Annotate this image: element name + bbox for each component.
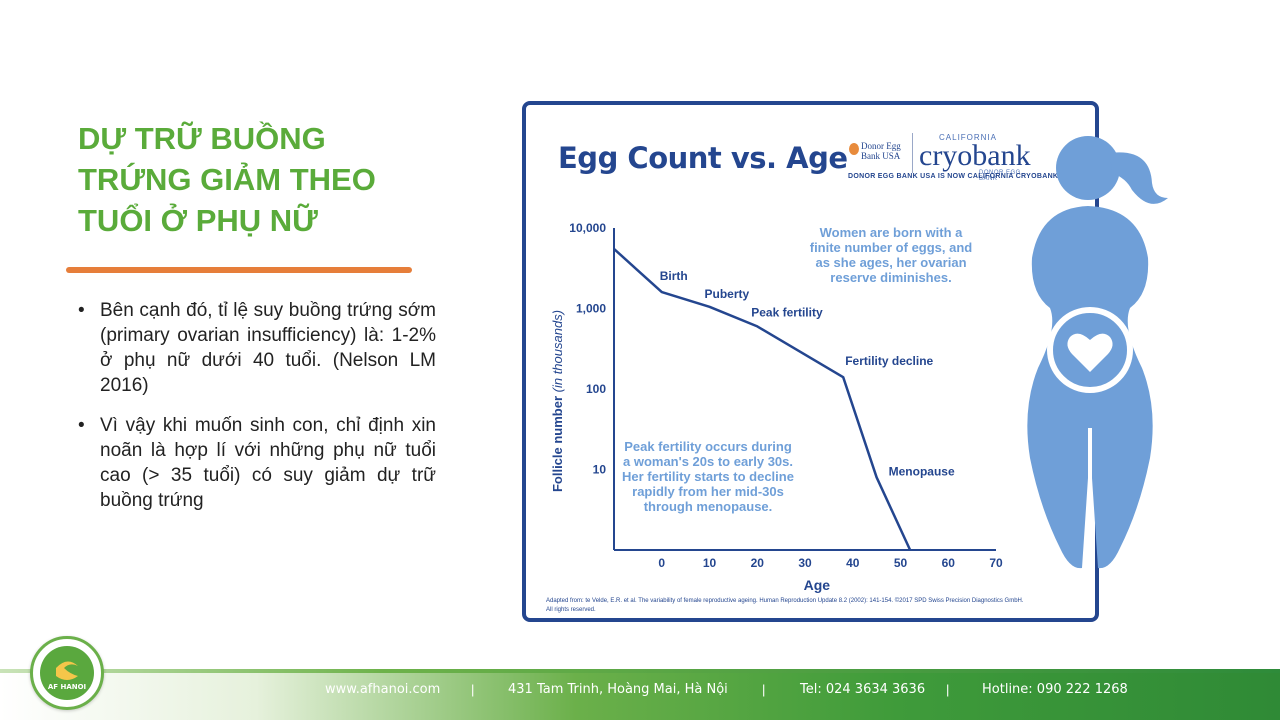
annotation-label: Fertility decline [845, 354, 933, 368]
footer-website-link[interactable]: www.afhanoi.com [325, 682, 441, 697]
cryobank-wordmark: cryobank [919, 139, 1031, 172]
y-tick-label: 100 [586, 382, 606, 396]
slide-title: DỰ TRỮ BUỒNG TRỨNG GIẢM THEO TUỔI Ở PHỤ … [78, 121, 376, 238]
credit-line: All rights reserved. [546, 607, 596, 613]
y-tick-label: 10,000 [569, 221, 606, 235]
woman-silhouette-heart-icon [1027, 136, 1168, 569]
chart-note-line: reserve diminishes. [830, 270, 951, 285]
af-hanoi-logo: AF HANOI [30, 636, 104, 710]
chart-note-line: through menopause. [644, 499, 773, 514]
logo-swirl-icon [56, 661, 78, 680]
annotation-label: Menopause [889, 464, 955, 478]
footer-accent-line [0, 669, 1280, 673]
footer-separator: | [762, 682, 766, 697]
annotation-label: Peak fertility [751, 305, 823, 319]
y-axis-label-unit: (in thousands) [550, 310, 565, 392]
x-tick-label: 70 [989, 556, 1003, 570]
donor-egg-bank-text: Donor Egg Bank USA [861, 141, 901, 161]
logo-text: AF HANOI [47, 683, 87, 691]
x-tick-label: 20 [751, 556, 765, 570]
x-axis-label: Age [804, 577, 831, 593]
chart-note: Peak fertility occurs during a woman's 20… [622, 439, 794, 514]
infographic-card: Egg Count vs. Age Donor Egg Bank USA CAL… [522, 101, 1099, 622]
annotation-label: Puberty [705, 287, 750, 301]
y-tick-label: 10 [593, 463, 607, 477]
footer-separator: | [946, 682, 950, 697]
infographic-title: Egg Count vs. Age [558, 141, 848, 175]
cryobank-logo: CALIFORNIA cryobank DONOR EGG BANK [919, 133, 1039, 182]
footer-separator: | [471, 682, 475, 697]
credit-line: Adapted from: te Velde, E.R. et al. The … [546, 598, 1024, 604]
annotation-label: Birth [660, 269, 688, 283]
footer-hotline: Hotline: 090 222 1268 [982, 682, 1128, 697]
chart-note: Women are born with a finite number of eg… [810, 225, 973, 285]
x-tick-label: 0 [658, 556, 665, 570]
chart-note-line: Women are born with a [820, 225, 964, 240]
bullet-text: Vì vậy khi muốn sinh con, chỉ định xin n… [100, 415, 436, 511]
source-credit: Adapted from: te Velde, E.R. et al. The … [546, 597, 1086, 615]
footer-tel: Tel: 024 3634 3636 [800, 682, 926, 697]
chart-note-line: rapidly from her mid-30s [632, 484, 784, 499]
bullet-dot-icon: • [78, 415, 85, 436]
bullet-text: Bên cạnh đó, tỉ lệ suy buồng trứng sớm (… [100, 300, 436, 396]
donor-egg-bank-logo: Donor Egg Bank USA [849, 141, 911, 161]
chart-note-line: Her fertility starts to decline [622, 469, 794, 484]
bullet-item: • Vì vậy khi muốn sinh con, chỉ định xin … [78, 413, 436, 513]
title-underline [66, 267, 412, 273]
x-tick-label: 30 [798, 556, 812, 570]
y-axis-label: Follicle number (in thousands) [550, 310, 565, 492]
series-line [613, 247, 912, 551]
x-tick-label: 60 [942, 556, 956, 570]
egg-drop-icon [849, 143, 859, 155]
chart-note-line: finite number of eggs, and [810, 240, 973, 255]
bullet-dot-icon: • [78, 300, 85, 321]
y-axis-label-main: Follicle number [550, 392, 565, 492]
chart-note-line: Peak fertility occurs during [624, 439, 792, 454]
footer-bar: www.afhanoi.com | 431 Tam Trinh, Hoàng M… [0, 673, 1280, 720]
footer-address: 431 Tam Trinh, Hoàng Mai, Hà Nội [508, 682, 728, 697]
bullet-item: • Bên cạnh đó, tỉ lệ suy buồng trứng sớm … [78, 298, 436, 398]
logo-divider [912, 133, 913, 173]
donor-egg-bank-subtext: DONOR EGG BANK [979, 170, 1021, 182]
x-tick-label: 10 [703, 556, 717, 570]
x-tick-label: 40 [846, 556, 860, 570]
x-tick-label: 50 [894, 556, 908, 570]
chart-note-line: as she ages, her ovarian [815, 255, 966, 270]
logo-emblem: AF HANOI [40, 646, 94, 700]
chart-note-line: a woman's 20s to early 30s. [623, 454, 793, 469]
california-text: CALIFORNIA [939, 133, 998, 142]
bullet-list: • Bên cạnh đó, tỉ lệ suy buồng trứng sớm … [78, 298, 436, 528]
egg-count-chart: 10 100 1,000 10,000 0 10 20 30 40 50 60 70 Age Follic… [550, 221, 1003, 593]
logo-note: DONOR EGG BANK USA IS NOW CALIFORNIA CRY… [848, 173, 1059, 180]
y-tick-label: 1,000 [576, 302, 606, 316]
